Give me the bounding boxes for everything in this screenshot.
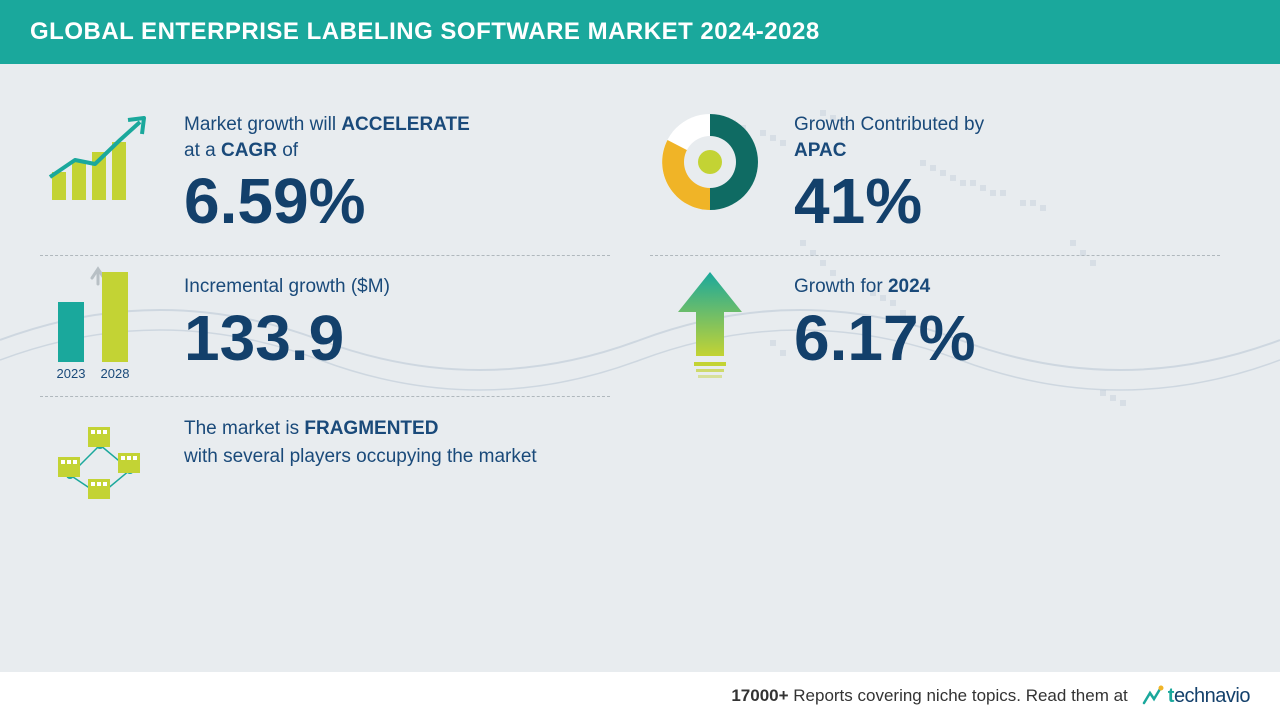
donut-chart-icon	[650, 112, 770, 212]
incremental-label: Incremental growth ($M)	[184, 274, 610, 300]
technavio-logo: technavio	[1142, 685, 1250, 708]
bar-2028-label: 2028	[101, 366, 130, 381]
right-column: Growth Contributed by APAC 41%	[650, 94, 1220, 537]
header-bar: GLOBAL ENTERPRISE LABELING SOFTWARE MARK…	[0, 0, 1280, 64]
logo-text: technavio	[1168, 685, 1250, 708]
fragmented-text: The market is FRAGMENTED with several pl…	[184, 415, 610, 470]
footer-bar: 17000+ Reports covering niche topics. Re…	[0, 672, 1280, 720]
fragmented-cell: The market is FRAGMENTED with several pl…	[40, 397, 610, 537]
apac-value: 41%	[794, 169, 1220, 233]
cagr-value: 6.59%	[184, 169, 610, 233]
cagr-cell: Market growth will ACCELERATE at a CAGR …	[40, 94, 610, 255]
content-grid: Market growth will ACCELERATE at a CAGR …	[0, 64, 1280, 557]
growth-2024-label: Growth for 2024	[794, 274, 1220, 300]
incremental-cell: 2023 2028 Incremental growth ($M) 133.9	[40, 256, 610, 396]
cagr-label: Market growth will ACCELERATE at a CAGR …	[184, 112, 610, 163]
growth-chart-icon	[40, 112, 160, 212]
page-title: GLOBAL ENTERPRISE LABELING SOFTWARE MARK…	[30, 18, 820, 45]
apac-label: Growth Contributed by APAC	[794, 112, 1220, 163]
logo-icon	[1142, 685, 1164, 707]
left-column: Market growth will ACCELERATE at a CAGR …	[40, 94, 610, 537]
growth-2024-cell: Growth for 2024 6.17%	[650, 256, 1220, 396]
growth-2024-value: 6.17%	[794, 306, 1220, 370]
bar-2023-label: 2023	[57, 366, 86, 381]
footer-text: 17000+ Reports covering niche topics. Re…	[731, 686, 1127, 706]
incremental-value: 133.9	[184, 306, 610, 370]
up-arrow-icon	[650, 274, 770, 374]
two-bars-icon: 2023 2028	[40, 274, 160, 374]
buildings-network-icon	[40, 415, 160, 515]
apac-cell: Growth Contributed by APAC 41%	[650, 94, 1220, 255]
